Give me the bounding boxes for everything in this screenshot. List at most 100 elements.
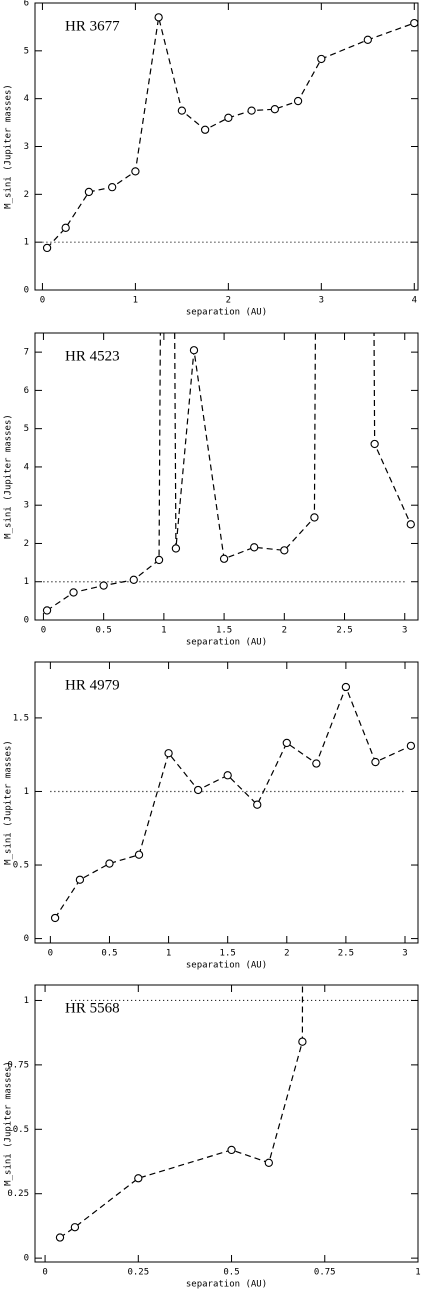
y-tick-label: 6: [24, 386, 29, 396]
y-tick-label: 0.5: [13, 861, 29, 871]
x-axis-label: separation (AU): [186, 1280, 267, 1290]
data-point: [280, 546, 289, 555]
x-tick-label: 0.5: [223, 1268, 239, 1278]
y-tick-label: 1.5: [13, 713, 29, 723]
data-point: [370, 439, 379, 449]
x-axis-label: separation (AU): [186, 308, 267, 318]
y-tick-label: 1: [24, 787, 29, 797]
data-point: [406, 520, 415, 529]
data-point: [363, 35, 372, 44]
data-point: [50, 913, 60, 923]
data-line: [59, 985, 304, 1239]
y-tick-label: 3: [24, 142, 29, 152]
data-point: [253, 800, 262, 809]
y-tick-label: 2: [24, 539, 29, 549]
x-tick-label: 0.25: [127, 1268, 149, 1278]
y-tick-label: 5: [24, 46, 29, 56]
x-tick-label: 1: [133, 296, 138, 306]
x-tick-label: 1: [415, 1268, 420, 1278]
y-tick-label: 6: [24, 0, 29, 9]
annotation: HR 4979: [65, 677, 120, 693]
x-tick-label: 2.5: [336, 626, 352, 636]
data-point: [84, 187, 94, 197]
y-tick-label: 0.75: [7, 1060, 29, 1070]
data-point: [270, 105, 279, 114]
x-tick-label: 1.5: [216, 626, 232, 636]
y-axis-label: M_sini (Jupiter masses): [4, 740, 14, 865]
data-point: [410, 18, 419, 28]
data-point: [105, 859, 114, 868]
data-point: [69, 588, 78, 597]
y-tick-label: 4: [24, 462, 29, 472]
x-axis-label: separation (AU): [186, 638, 267, 648]
data-point: [189, 346, 199, 355]
y-tick-label: 0: [24, 934, 29, 944]
y-axis-label: M_sini (Jupiter masses): [4, 84, 14, 209]
y-tick-label: 1: [24, 238, 29, 248]
annotation: HR 3677: [65, 18, 120, 34]
x-tick-label: 2: [226, 296, 231, 306]
data-point: [154, 13, 163, 22]
data-point: [70, 1223, 80, 1232]
x-tick-label: 3: [319, 296, 324, 306]
data-point: [75, 875, 85, 884]
x-tick-label: 1: [161, 626, 166, 636]
data-point: [154, 555, 164, 565]
data-point: [177, 106, 187, 115]
data-line: [46, 17, 415, 249]
x-tick-label: 0: [40, 296, 45, 306]
plot-frame: [34, 2, 419, 291]
y-tick-label: 1: [24, 996, 29, 1006]
data-point: [193, 785, 203, 795]
data-point: [264, 1158, 273, 1167]
y-tick-label: 0: [24, 616, 29, 626]
x-tick-label: 0: [41, 626, 46, 636]
data-point: [171, 544, 181, 553]
x-tick-label: 3: [402, 949, 407, 959]
data-point: [406, 741, 416, 751]
data-point: [247, 106, 256, 115]
y-axis-label: M_sini (Jupiter masses): [4, 1061, 14, 1186]
y-tick-label: 5: [24, 424, 29, 434]
data-point: [200, 125, 210, 134]
data-point: [224, 113, 233, 122]
y-tick-label: 0: [24, 1254, 29, 1264]
data-point: [129, 575, 138, 584]
panel: 0 0.5 1 1.5 2 2.5 3 0 1 2 3 4 5 6 7 HR 4523 separation (…: [4, 332, 419, 648]
annotation: HR 5568: [65, 1000, 120, 1016]
y-tick-label: 0.5: [13, 1125, 29, 1135]
plot-frame: [34, 984, 419, 1263]
x-tick-label: 0: [42, 1268, 47, 1278]
x-tick-label: 0.5: [101, 949, 117, 959]
data-point: [134, 850, 144, 859]
x-tick-label: 0: [48, 949, 53, 959]
panel: 0 1 2 3 4 0 1 2 3 4 5 6 HR 3677 separation (AU) M_sini…: [4, 0, 419, 318]
data-point: [164, 749, 173, 758]
data-point: [61, 223, 70, 232]
data-point: [250, 543, 259, 552]
x-tick-label: 0.75: [314, 1268, 336, 1278]
x-tick-label: 2.5: [338, 949, 354, 959]
x-tick-label: 1: [166, 949, 171, 959]
y-tick-label: 0: [24, 286, 29, 296]
data-point: [134, 1174, 143, 1183]
annotation: HR 4523: [65, 348, 120, 364]
data-point: [55, 1233, 65, 1242]
x-tick-label: 0.5: [96, 626, 112, 636]
x-tick-label: 2: [282, 626, 287, 636]
x-axis-label: separation (AU): [186, 961, 267, 971]
data-line: [54, 685, 412, 919]
data-point: [371, 757, 380, 767]
y-tick-label: 2: [24, 190, 29, 200]
y-axis-label: M_sini (Jupiter masses): [4, 414, 14, 539]
x-tick-label: 3: [402, 626, 407, 636]
data-point: [298, 1037, 307, 1046]
panel: 0 0.25 0.5 0.75 1 0 0.25 0.5 0.75 1 HR 5568 separat…: [4, 984, 421, 1290]
panel: 0 0.5 1 1.5 2 2.5 3 0 0.5 1 1.5 HR 4979 separation (…: [4, 661, 419, 971]
plot-frame: [34, 332, 419, 621]
data-point: [341, 682, 351, 692]
data-point: [131, 167, 140, 176]
y-tick-label: 0.25: [7, 1189, 29, 1199]
data-point: [99, 581, 108, 590]
